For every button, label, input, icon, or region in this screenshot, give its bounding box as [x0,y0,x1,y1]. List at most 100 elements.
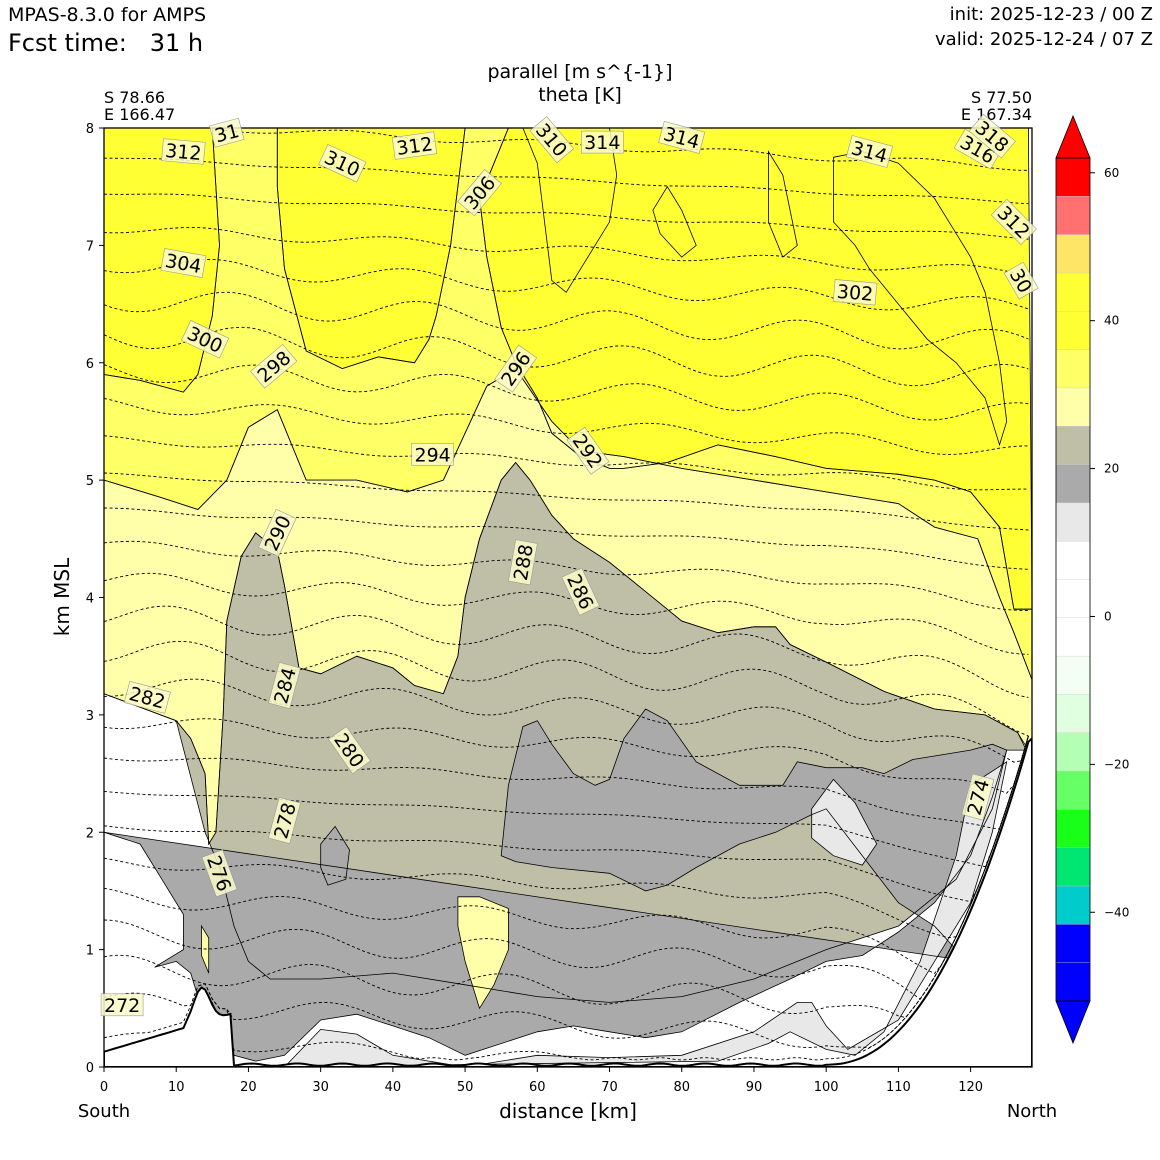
terrain-profile [104,737,1032,1067]
theta-isentrope [104,605,1029,698]
theta-isentrope [104,540,1029,611]
theta-isentrope [104,326,1029,387]
y-tick-label: 3 [86,709,94,724]
colorbar-tick-label: 40 [1104,314,1119,328]
x-tick-label: 100 [814,1080,839,1095]
theta-label-box [209,117,245,148]
colorbar-tick-label: 60 [1104,166,1119,180]
x-tick-label: 70 [601,1080,618,1095]
theta-label: 294 [411,442,454,466]
theta-isentrope [104,472,1029,531]
theta-label-box [1003,261,1039,300]
wind-fill-region [104,368,1032,844]
colorbar-swatch [1055,426,1091,466]
theta-isentrope [104,735,1029,1048]
theta-label-text: 312 [395,133,434,160]
y-tick-label: 7 [86,239,94,254]
y-tick-label: 2 [86,826,94,841]
theta-isentrope [104,397,1029,455]
forecast-time: Fcst time: 31 h [8,29,203,57]
theta-label-box [508,539,538,586]
x-tick-label: 10 [168,1080,185,1095]
colorbar-tick-label: −20 [1104,757,1129,771]
colorbar-tick-label: 20 [1104,462,1119,476]
wind-contour-line [201,924,210,974]
theta-label: 312 [161,138,206,165]
colorbar: 60 40 20 0 −20 −40 [1055,114,1129,1045]
theta-isentrope [104,435,1029,491]
theta-label-box [258,508,297,557]
x-tick-label: 90 [746,1080,763,1095]
y-tick-label: 8 [86,122,94,137]
x-axis-label: distance [km] [499,1099,637,1123]
x-tick-label: 110 [886,1080,911,1095]
colorbar-swatch [1055,847,1091,887]
wind-fill-region [201,926,209,974]
theta-label-box [160,248,207,278]
wind-fill-region [104,709,1007,1062]
theta-label: 288 [508,539,538,586]
x-tick-label: 50 [457,1080,474,1095]
theta-label-box [100,993,144,1017]
theta-label-text: 312 [164,140,202,165]
x-tick-label: 60 [529,1080,546,1095]
theta-isentrope [104,735,1029,830]
theta-isentrope [104,572,1029,655]
y-tick-label: 0 [86,1061,94,1076]
colorbar-swatch [1055,809,1091,849]
theta-label-box [318,143,367,183]
wind-fill-region [320,826,350,886]
theta-label-box [580,130,624,154]
end-lat-label: S 77.50 [971,88,1032,107]
theta-label-box [391,131,438,160]
theta-label: 272 [100,993,144,1017]
theta-isentrope [104,193,1029,240]
theta-label: 304 [160,248,207,278]
theta-label-text: 314 [584,132,620,154]
theta-isentrope [104,718,1029,794]
theta-label-text: 272 [104,995,140,1017]
theta-label: 280 [328,726,371,775]
wind-contour-line [652,185,697,258]
colorbar-top-extension [1055,114,1091,159]
colorbar-swatch [1055,732,1091,772]
colorbar-tick-label: −40 [1104,905,1129,919]
theta-label-box [268,797,301,844]
colorbar-swatch [1055,502,1091,542]
wind-fill-layer [104,128,1032,1067]
chart-title-line2: theta [K] [538,84,622,106]
wind-contour-line [457,896,509,1010]
theta-label: 312 [391,131,438,160]
wind-fill-region [811,779,877,866]
colorbar-swatch [1055,962,1091,1002]
colorbar-swatch [1055,387,1091,427]
theta-label-box [561,567,600,616]
x-tick-label: 20 [240,1080,257,1095]
x-tick-label: 40 [385,1080,402,1095]
theta-label-text: 302 [836,281,874,306]
wind-contour-line [768,150,798,258]
theta-isentrope [104,640,1029,737]
forecast-time-value: 31 h [149,29,204,57]
wind-contour-line [283,760,1008,1067]
wind-contour-line [811,778,878,866]
theta-isentrope [104,735,1029,939]
colorbar-swatch [1055,349,1091,389]
wind-contour-line [833,151,1008,447]
theta-label-box [328,726,371,775]
colorbar-swatch [1055,464,1091,504]
theta-label-box [832,279,878,306]
theta-label: 314 [580,130,624,154]
start-lon-label: E 166.47 [104,105,175,124]
theta-label: 284 [268,662,301,709]
y-tick-label: 5 [86,474,94,489]
theta-isentrope [104,157,1029,205]
model-title: MPAS-8.3.0 for AMPS [8,4,207,26]
x-axis: 0 10 20 30 40 50 60 70 80 90 100 110 120 [100,1067,983,1095]
theta-isentrope [104,226,1029,276]
forecast-time-label: Fcst time: [8,29,127,57]
colorbar-bottom-extension [1055,1000,1091,1045]
colorbar-swatch [1055,694,1091,734]
theta-label-box [529,116,575,164]
north-label: North [1007,1101,1057,1122]
